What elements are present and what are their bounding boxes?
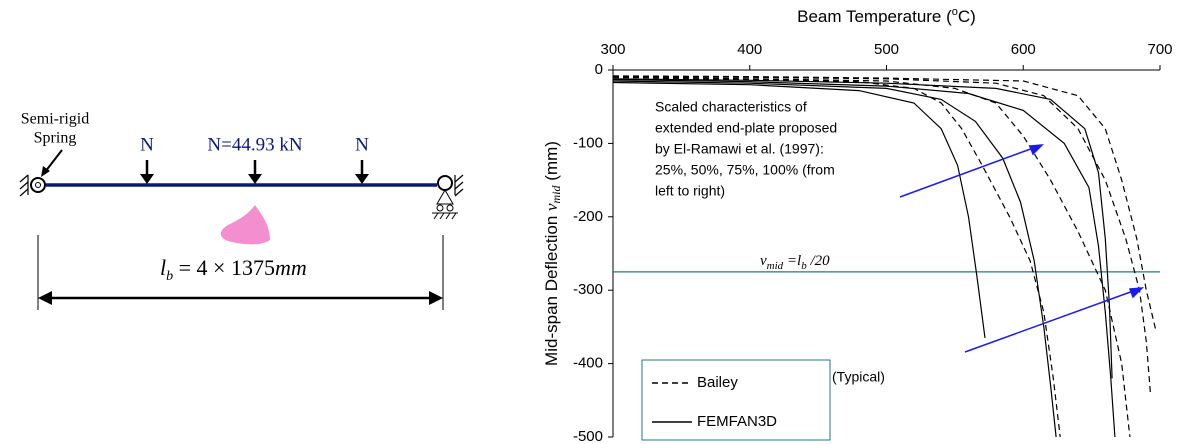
load-label: N xyxy=(355,134,369,155)
y-tick-label: -300 xyxy=(573,281,603,298)
annotation: extended end-plate proposed xyxy=(655,120,837,136)
series-line xyxy=(612,78,1116,438)
reference-label-part: mid xyxy=(767,259,784,271)
annotation-arrows xyxy=(899,144,1144,353)
series-line xyxy=(612,75,1157,331)
length-label-part: = 4 × 1375 xyxy=(173,255,275,280)
spring xyxy=(35,182,41,188)
x-tick-label: 500 xyxy=(874,41,899,58)
legend-box xyxy=(641,359,831,441)
y-axis-label-part: (mm) xyxy=(542,141,561,185)
y-axis-label-part: v xyxy=(542,203,561,211)
y-tick-label: -400 xyxy=(573,355,603,372)
legend-label: FEMFAN3D xyxy=(697,413,777,430)
chart: 300 400 500 600 700 0 -100 -200 -300 -400 -500 Beam… xyxy=(542,6,1173,444)
series-line xyxy=(612,78,1113,379)
annotation: (Typical) xyxy=(832,369,885,385)
series-line xyxy=(612,81,986,338)
y-axis-label-part: Mid-span Deflection xyxy=(542,211,561,366)
x-tick-label: 300 xyxy=(600,41,625,58)
roller-support xyxy=(432,188,458,220)
spring xyxy=(30,177,46,193)
load-label: N xyxy=(140,134,154,155)
y-axis-label: Mid-span Deflection vmid (mm) xyxy=(542,141,563,366)
decoration xyxy=(220,205,270,245)
load-label: N=44.93 kN xyxy=(207,134,302,155)
reference-label-part: l xyxy=(797,253,801,269)
series-line xyxy=(612,80,1057,438)
series-line xyxy=(612,76,1151,394)
chart-title: Beam Temperature (oC) xyxy=(797,6,976,27)
chart-title-part: C) xyxy=(958,7,976,26)
x-tick-label: 400 xyxy=(737,41,762,58)
spring-label: Semi-rigid xyxy=(21,111,89,128)
y-axis-label-part: mid xyxy=(549,184,563,203)
spring-label: Spring xyxy=(34,130,77,147)
annotation: Scaled characteristics of xyxy=(655,99,807,115)
load-arrowhead xyxy=(140,174,369,184)
annotation: left to right) xyxy=(655,183,725,199)
y-tick-label: -100 xyxy=(573,134,603,151)
x-tick-label: 700 xyxy=(1147,41,1172,58)
fixed-support xyxy=(19,174,464,197)
spring xyxy=(437,175,453,191)
length-label-part: b xyxy=(166,269,173,284)
x-tick-label: 600 xyxy=(1011,41,1036,58)
reference-label: vmid =lb /20 xyxy=(760,253,830,271)
reference-label-part: v xyxy=(760,253,767,269)
reference-label-part: /20 xyxy=(807,253,830,269)
y-tick-label: -500 xyxy=(573,428,603,444)
pointer xyxy=(44,149,63,173)
y-tick-label: 0 xyxy=(595,61,603,78)
reference-label-part: = xyxy=(783,253,797,269)
chart-title-part: Beam Temperature ( xyxy=(797,7,952,26)
annotation: by El-Ramawi et al. (1997): xyxy=(655,141,824,157)
y-tick-label: -200 xyxy=(573,208,603,225)
legend-label: Bailey xyxy=(697,374,738,391)
length-label: lb = 4 × 1375mm xyxy=(160,255,307,284)
reference-label-part: b xyxy=(801,259,807,271)
length-label-part: mm xyxy=(275,255,307,280)
pointer-head xyxy=(41,166,50,177)
annotation: 25%, 50%, 75%, 100% (from xyxy=(655,162,835,178)
chart-title-part: o xyxy=(952,6,958,18)
length-label-part: l xyxy=(160,255,166,280)
beam-diagram: N N=44.93 kN N Semi-rigid Spring lb = 4 … xyxy=(19,111,464,310)
